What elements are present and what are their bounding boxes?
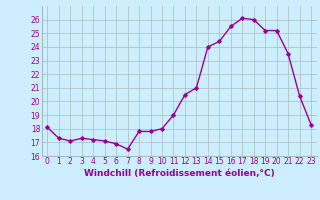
X-axis label: Windchill (Refroidissement éolien,°C): Windchill (Refroidissement éolien,°C)	[84, 169, 275, 178]
